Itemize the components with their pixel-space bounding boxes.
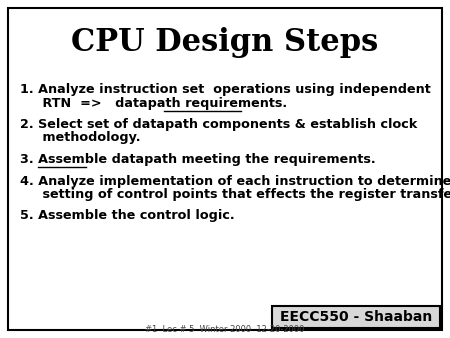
Text: 2. Select set of datapath components & establish clock: 2. Select set of datapath components & e… xyxy=(20,118,417,131)
Text: 1. Analyze instruction set  operations using independent: 1. Analyze instruction set operations us… xyxy=(20,83,431,96)
Text: CPU Design Steps: CPU Design Steps xyxy=(72,26,378,57)
Text: RTN  =>   datapath requirements.: RTN => datapath requirements. xyxy=(20,97,287,110)
Text: 3. Assemble datapath meeting the requirements.: 3. Assemble datapath meeting the require… xyxy=(20,153,376,166)
Text: 4. Analyze implementation of each instruction to determine: 4. Analyze implementation of each instru… xyxy=(20,174,450,188)
Text: methodology.: methodology. xyxy=(20,131,140,145)
Text: setting of control points that effects the register transfer.: setting of control points that effects t… xyxy=(20,188,450,201)
Text: 5. Assemble the control logic.: 5. Assemble the control logic. xyxy=(20,210,234,222)
Text: EECC550 - Shaaban: EECC550 - Shaaban xyxy=(280,310,432,324)
Bar xyxy=(272,306,440,328)
Text: #1  Lec # 5  Winter 2000  12-20-2000: #1 Lec # 5 Winter 2000 12-20-2000 xyxy=(145,325,305,334)
